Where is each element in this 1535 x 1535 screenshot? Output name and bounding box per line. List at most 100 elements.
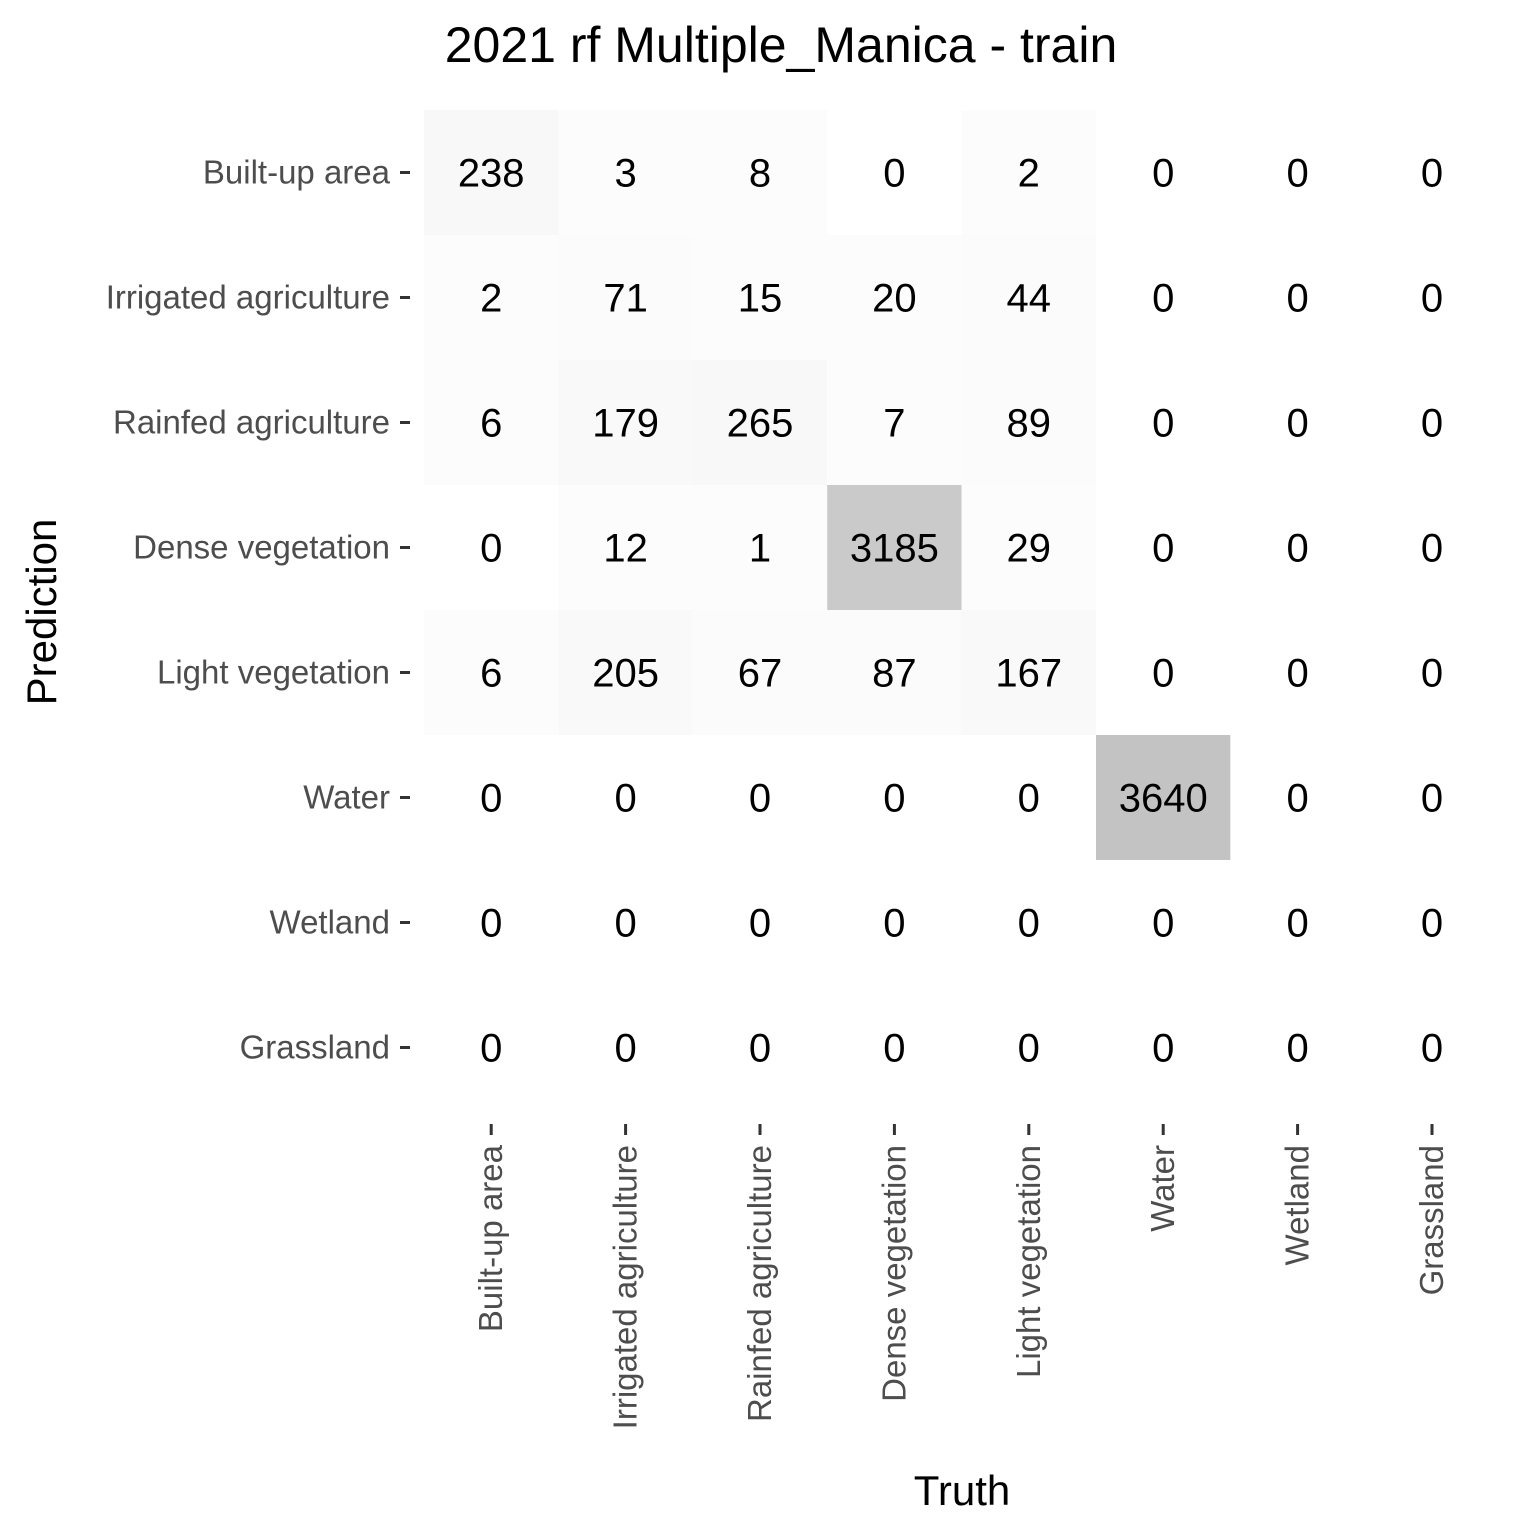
heatmap-cell-r7-c5 [1096,985,1231,1110]
heatmap-cell-r2-c1 [558,360,693,485]
x-tick-label-light-vegetation: Light vegetation [1010,1145,1047,1378]
heatmap-cell-r0-c7 [1364,110,1500,235]
cell-value-r2-c4: 89 [1007,402,1052,446]
cell-value-r4-c3: 87 [872,652,917,696]
heatmap-cell-r0-c3 [827,110,962,235]
heatmap-cell-r3-c1 [558,485,693,610]
cell-value-r7-c6: 0 [1286,1027,1308,1071]
cell-value-r2-c3: 7 [883,402,905,446]
cell-value-r4-c6: 0 [1286,652,1308,696]
heatmap-cell-r2-c6 [1230,360,1365,485]
cell-value-r0-c4: 2 [1018,152,1040,196]
y-tick-label-light-vegetation: Light vegetation [157,654,390,691]
heatmap-cell-r3-c0 [424,485,559,610]
cell-value-r5-c2: 0 [749,777,771,821]
cell-value-r3-c5: 0 [1152,527,1174,571]
cell-value-r1-c1: 71 [603,277,648,321]
heatmap-cell-r4-c7 [1364,610,1500,735]
heatmap-cell-r1-c1 [558,235,693,360]
cell-value-r5-c3: 0 [883,777,905,821]
cell-value-r4-c2: 67 [738,652,783,696]
cell-value-r2-c5: 0 [1152,402,1174,446]
heatmap-cell-labels: 238 3 8 0 2 0 0 02 71 15 20 44 0 0 06 179 265 7 89 0 0 00 12 1 3… [458,152,1443,1071]
cell-value-r6-c6: 0 [1286,902,1308,946]
cell-value-r2-c6: 0 [1286,402,1308,446]
heatmap-cell-r7-c4 [961,985,1096,1110]
heatmap-cell-r6-c7 [1364,860,1500,985]
x-tick-label-wetland: Wetland [1279,1145,1316,1265]
y-tick-label-rainfed-agriculture: Rainfed agriculture [113,404,390,441]
heatmap-cell-r2-c7 [1364,360,1500,485]
cell-value-r6-c1: 0 [614,902,636,946]
heatmap-cell-r5-c5 [1096,735,1231,860]
cell-value-r1-c6: 0 [1286,277,1308,321]
heatmap-cell-r5-c6 [1230,735,1365,860]
cell-value-r7-c7: 0 [1421,1027,1443,1071]
heatmap-cell-r6-c4 [961,860,1096,985]
cell-value-r3-c2: 1 [749,527,771,571]
cell-value-r6-c4: 0 [1018,902,1040,946]
heatmap-cell-r4-c2 [692,610,828,735]
heatmap-cells [424,110,1500,1110]
chart-title: 2021 rf Multiple_Manica - train [445,17,1118,73]
y-tick-label-built-up-area: Built-up area [203,154,391,191]
x-tick-label-built-up-area: Built-up area [472,1144,509,1332]
cell-value-r0-c5: 0 [1152,152,1174,196]
cell-value-r0-c1: 3 [614,152,636,196]
heatmap-cell-r0-c1 [558,110,693,235]
cell-value-r3-c0: 0 [480,527,502,571]
cell-value-r3-c4: 29 [1007,527,1052,571]
heatmap-cell-r5-c1 [558,735,693,860]
heatmap-cell-r6-c6 [1230,860,1365,985]
cell-value-r4-c0: 6 [480,652,502,696]
heatmap-cell-r4-c4 [961,610,1096,735]
y-tick-label-dense-vegetation: Dense vegetation [133,529,390,566]
cell-value-r1-c0: 2 [480,277,502,321]
heatmap-cell-r3-c7 [1364,485,1500,610]
cell-value-r4-c5: 0 [1152,652,1174,696]
x-axis: Built-up area Irrigated agriculture Rainfe… [472,1124,1450,1429]
cell-value-r6-c5: 0 [1152,902,1174,946]
cell-value-r6-c3: 0 [883,902,905,946]
heatmap-cell-r4-c3 [827,610,962,735]
heatmap-cell-r1-c0 [424,235,559,360]
cell-value-r0-c7: 0 [1421,152,1443,196]
heatmap-cell-r4-c1 [558,610,693,735]
cell-value-r3-c3: 3185 [850,527,939,571]
cell-value-r4-c1: 205 [592,652,659,696]
cell-value-r5-c4: 0 [1018,777,1040,821]
heatmap-cell-r2-c3 [827,360,962,485]
cell-value-r7-c1: 0 [614,1027,636,1071]
heatmap-cell-r2-c4 [961,360,1096,485]
cell-value-r3-c6: 0 [1286,527,1308,571]
cell-value-r2-c1: 179 [592,402,659,446]
y-tick-label-wetland: Wetland [270,904,390,941]
heatmap-cell-r4-c0 [424,610,559,735]
heatmap-cell-r0-c0 [424,110,559,235]
heatmap-cell-r7-c2 [692,985,828,1110]
heatmap-cell-r7-c1 [558,985,693,1110]
cell-value-r1-c2: 15 [738,277,783,321]
heatmap-cell-r6-c5 [1096,860,1231,985]
heatmap-cell-r1-c4 [961,235,1096,360]
cell-value-r5-c1: 0 [614,777,636,821]
cell-value-r6-c0: 0 [480,902,502,946]
heatmap-cell-r2-c0 [424,360,559,485]
heatmap-cell-r6-c2 [692,860,828,985]
y-tick-label-grassland: Grassland [240,1029,390,1066]
cell-value-r2-c0: 6 [480,402,502,446]
heatmap-cell-r7-c0 [424,985,559,1110]
heatmap-cell-r3-c5 [1096,485,1231,610]
x-axis-title: Truth [914,1467,1010,1514]
heatmap-cell-r6-c0 [424,860,559,985]
heatmap-cell-r1-c6 [1230,235,1365,360]
x-tick-label-rainfed-agriculture: Rainfed agriculture [741,1145,778,1422]
heatmap-cell-r1-c2 [692,235,828,360]
heatmap-cell-r1-c7 [1364,235,1500,360]
heatmap-cell-r7-c3 [827,985,962,1110]
heatmap-cell-r4-c5 [1096,610,1231,735]
cell-value-r2-c2: 265 [727,402,794,446]
cell-value-r1-c7: 0 [1421,277,1443,321]
cell-value-r5-c7: 0 [1421,777,1443,821]
